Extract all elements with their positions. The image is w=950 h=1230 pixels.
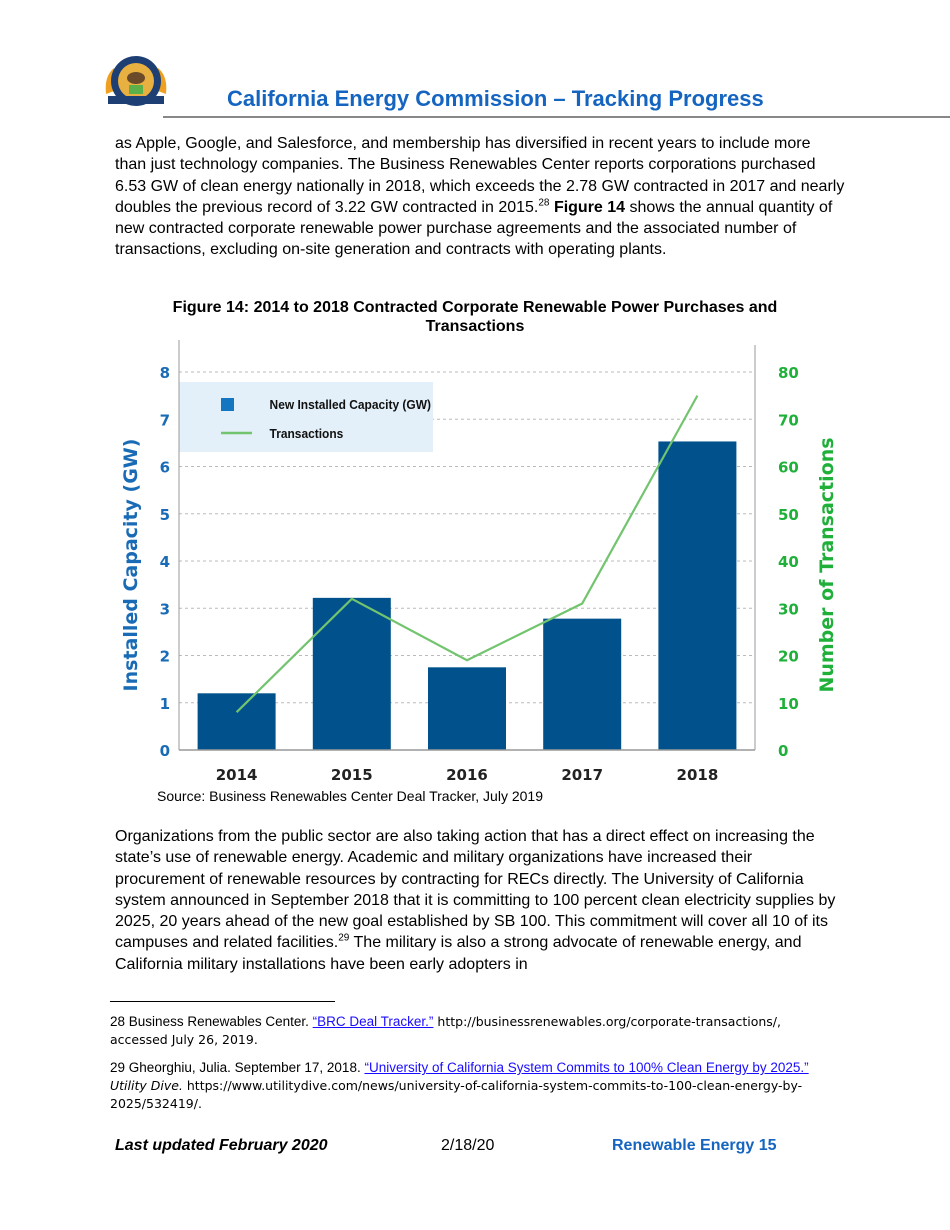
- footnote-url: https://www.utilitydive.com/news/univers…: [110, 1078, 803, 1111]
- bar-2015: [312, 597, 391, 750]
- right-axis-tick: 80: [778, 364, 799, 382]
- left-axis-tick: 7: [160, 411, 170, 429]
- footnote-url: http://businessrenewables.org/corporate-…: [110, 1014, 781, 1047]
- left-axis-tick: 3: [160, 600, 170, 618]
- footnote-ref[interactable]: 28: [538, 197, 550, 209]
- footnote-text: Gheorghiu, Julia. September 17, 2018.: [128, 1060, 365, 1075]
- footer-date: 2/18/20: [441, 1137, 495, 1154]
- footnote-number: 28: [110, 1014, 126, 1029]
- right-axis-tick: 40: [778, 553, 799, 571]
- left-axis-tick: 6: [160, 459, 170, 477]
- page-header-title: California Energy Commission – Tracking …: [227, 86, 764, 111]
- x-axis-tick: 2014: [216, 766, 258, 784]
- bar-2014: [197, 693, 276, 750]
- figure-caption: Figure 14: 2014 to 2018 Contracted Corpo…: [172, 299, 778, 335]
- right-axis-tick: 60: [778, 459, 799, 477]
- x-axis-tick: 2017: [561, 766, 603, 784]
- legend-label: Transactions: [270, 427, 344, 442]
- legend-label: New Installed Capacity (GW): [270, 398, 431, 413]
- right-axis-tick: 10: [778, 695, 799, 713]
- left-axis-tick: 0: [160, 742, 170, 760]
- left-axis-tick: 2: [160, 648, 170, 666]
- footer-page-label: Renewable Energy 15: [612, 1137, 777, 1154]
- paragraph-text: The military is also a strong advocate o…: [115, 934, 802, 973]
- right-axis-tick: 30: [778, 600, 799, 618]
- legend-bar-swatch: [221, 398, 234, 411]
- body-paragraph: Organizations from the public sector are…: [115, 826, 845, 975]
- right-axis-tick: 20: [778, 648, 799, 666]
- footnote-text: Business Renewables Center.: [128, 1014, 313, 1029]
- bar-2017: [543, 618, 622, 750]
- left-axis-tick: 5: [160, 506, 170, 524]
- left-axis-title: Installed Capacity (GW): [120, 439, 142, 692]
- footnote-29: 29 Gheorghiu, Julia. September 17, 2018.…: [110, 1059, 840, 1113]
- bar-2016: [428, 667, 506, 750]
- x-axis-tick: 2018: [677, 766, 719, 784]
- paragraph-text: as Apple, Google, and Salesforce, and me…: [115, 135, 845, 216]
- energy-commission-seal-logo: [105, 56, 167, 106]
- footer-last-updated: Last updated February 2020: [115, 1137, 328, 1154]
- footnote-link[interactable]: “University of California System Commits…: [364, 1060, 809, 1075]
- right-axis-tick: 70: [778, 411, 799, 429]
- footnote-number: 29: [110, 1060, 126, 1075]
- right-axis-tick: 0: [778, 742, 788, 760]
- left-axis-tick: 8: [160, 364, 170, 382]
- footnote-28: 28 Business Renewables Center. “BRC Deal…: [110, 1013, 840, 1049]
- publication-name: Utility Dive.: [110, 1078, 183, 1093]
- header-divider: [163, 116, 950, 118]
- right-axis-title: Number of Transactions: [816, 437, 838, 692]
- right-axis-tick: 50: [778, 506, 799, 524]
- left-axis-tick: 4: [160, 553, 170, 571]
- left-axis-tick: 1: [160, 695, 170, 713]
- footnote-ref[interactable]: 29: [338, 933, 350, 945]
- footnote-separator: [110, 1001, 335, 1002]
- x-axis-tick: 2016: [446, 766, 488, 784]
- figure-source: Source: Business Renewables Center Deal …: [157, 788, 543, 804]
- body-paragraph: as Apple, Google, and Salesforce, and me…: [115, 133, 845, 261]
- x-axis-tick: 2015: [331, 766, 373, 784]
- paragraph-text: shows the annual quantity of new contrac…: [115, 198, 833, 259]
- figure-ref: Figure 14: [553, 198, 626, 216]
- footnote-link[interactable]: “BRC Deal Tracker.”: [312, 1014, 434, 1029]
- paragraph-text: Organizations from the public sector are…: [115, 828, 836, 952]
- legend-box: [179, 382, 433, 452]
- bar-2018: [658, 441, 737, 750]
